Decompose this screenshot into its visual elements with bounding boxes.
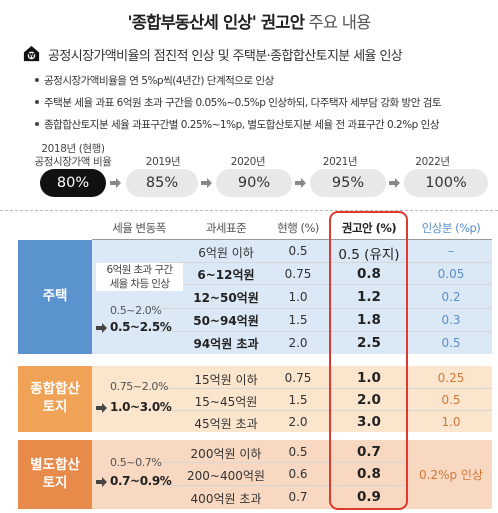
combined-increase: 1.0 <box>441 415 461 429</box>
combined-current: 0.75 <box>284 371 312 385</box>
combined-current: 2.0 <box>288 415 308 429</box>
combined-base: 15~45억원 <box>194 395 258 409</box>
housing-increase: 0.5 <box>441 336 461 350</box>
header-base: 과세표준 <box>205 221 247 235</box>
timeline-value: 85% <box>126 169 198 197</box>
housing-base: 6억원 이하 <box>198 246 254 260</box>
arrow-right-icon <box>110 178 121 188</box>
combined-range-new: 1.0~3.0% <box>110 400 172 414</box>
arrow-right-icon <box>295 178 306 188</box>
row-divider <box>160 485 408 486</box>
combined-current: 1.5 <box>288 393 308 407</box>
arrow-right-icon <box>96 477 107 487</box>
header-increase: 인상분 (%p) <box>421 221 481 235</box>
combined-base: 45억원 초과 <box>194 417 258 431</box>
housing-note: 6억원 초과 구간 세율 차등 인상 <box>96 263 183 291</box>
arrow-right-icon <box>389 178 400 188</box>
row-divider <box>160 410 492 411</box>
timeline-value-current: 80% <box>40 169 106 197</box>
housing-base: 6~12억원 <box>197 268 255 282</box>
separate-current: 0.5 <box>288 445 308 459</box>
housing-current: 2.0 <box>288 336 308 350</box>
divider <box>0 210 498 211</box>
separate-range-old: 0.5~0.7% <box>110 456 162 469</box>
timeline-year: 2019년 <box>145 156 181 168</box>
separate-base: 400억원 초과 <box>190 492 262 506</box>
timeline-year: 2020년 <box>230 156 266 168</box>
separate-proposal: 0.9 <box>357 489 381 505</box>
separate-label: 별도합산 토지 <box>18 440 92 509</box>
housing-base: 94억원 초과 <box>193 337 259 351</box>
arrow-right-icon <box>96 403 107 413</box>
header-current: 현행 (%) <box>277 221 319 235</box>
combined-increase: 0.25 <box>437 371 465 385</box>
bullet-item: 공정시장가액비율을 연 5%p씩(4년간) 단계적으로 인상 <box>35 75 274 87</box>
combined-range-old: 0.75~2.0% <box>110 380 169 393</box>
timeline-value: 100% <box>404 169 488 197</box>
separate-band <box>18 440 492 509</box>
page-title: '종합부동산세 인상' 권고안 주요 내용 <box>127 13 372 32</box>
housing-increase: 0.2 <box>441 290 461 304</box>
header-proposal: 권고안 (%) <box>341 221 397 235</box>
housing-proposal: 2.5 <box>357 335 381 351</box>
timeline-year: 2022년 <box>415 156 450 168</box>
housing-proposal: 0.8 <box>357 266 381 282</box>
row-divider <box>160 462 408 463</box>
housing-base: 12~50억원 <box>193 291 259 305</box>
separate-proposal: 0.8 <box>357 466 381 482</box>
row-divider <box>160 284 492 285</box>
row-divider <box>160 331 492 332</box>
combined-label: 종합합산 토지 <box>18 366 92 432</box>
housing-range-new: 0.5~2.5% <box>110 320 172 334</box>
combined-base: 15억원 이하 <box>194 373 258 387</box>
housing-range-old: 0.5~2.0% <box>110 304 162 317</box>
housing-band <box>18 240 492 354</box>
combined-proposal: 1.0 <box>357 370 381 386</box>
housing-label: 주택 <box>18 240 92 354</box>
separate-range-new: 0.7~0.9% <box>110 474 172 488</box>
housing-current: 0.75 <box>284 267 312 281</box>
proposal-highlight <box>329 211 408 510</box>
row-divider <box>160 308 492 309</box>
housing-current: 1.0 <box>288 290 308 304</box>
separate-base: 200억원 이하 <box>190 447 262 461</box>
svg-text:₩: ₩ <box>28 53 35 59</box>
bullet-item: 주택분 세율 과표 6억원 초과 구간을 0.05%~0.5%p 인상하되, 다… <box>34 97 442 109</box>
separate-base: 200~400억원 <box>187 469 265 483</box>
housing-current: 1.5 <box>288 313 308 327</box>
combined-proposal: 2.0 <box>357 392 381 408</box>
row-divider <box>160 262 492 263</box>
housing-proposal: 1.8 <box>357 312 381 328</box>
housing-base: 50~94억원 <box>193 314 259 328</box>
housing-proposal: 1.2 <box>357 289 381 305</box>
subtitle-text: 공정시장가액비율의 점진적 인상 및 주택분·종합합산토지분 세율 인상 <box>48 49 403 64</box>
housing-proposal: 0.5 (유지) <box>338 247 400 263</box>
timeline-value: 90% <box>216 169 292 197</box>
combined-band <box>18 366 492 432</box>
separate-proposal: 0.7 <box>357 444 381 460</box>
arrow-right-icon <box>201 178 212 188</box>
separate-current: 0.7 <box>288 490 308 504</box>
combined-proposal: 3.0 <box>357 414 381 430</box>
row-divider <box>160 388 492 389</box>
timeline-year: 2018년 (현행) <box>41 143 105 155</box>
timeline-year: 2021년 <box>322 156 358 168</box>
header-rule <box>92 239 492 240</box>
arrow-right-icon <box>96 323 107 333</box>
housing-increase: – <box>448 244 454 258</box>
separate-increase: 0.2%p 인상 <box>419 468 483 482</box>
separate-current: 0.6 <box>288 467 308 481</box>
house-icon: ₩ <box>23 45 40 62</box>
housing-increase: 0.05 <box>437 267 465 281</box>
subtitle-row: ₩ 공정시장가액비율의 점진적 인상 및 주택분·종합합산토지분 세율 인상 <box>22 44 492 64</box>
housing-current: 0.5 <box>288 244 308 258</box>
combined-increase: 0.5 <box>441 393 461 407</box>
timeline-year-caption: 공정시장가액 비율 <box>34 156 112 168</box>
bullet-item: 종합합산토지분 세율 과표구간별 0.25%~1%p, 별도합산토지분 세율 전… <box>35 119 440 131</box>
housing-increase: 0.3 <box>441 313 461 327</box>
header-range: 세율 변동폭 <box>112 221 166 235</box>
timeline-value: 95% <box>310 169 386 197</box>
